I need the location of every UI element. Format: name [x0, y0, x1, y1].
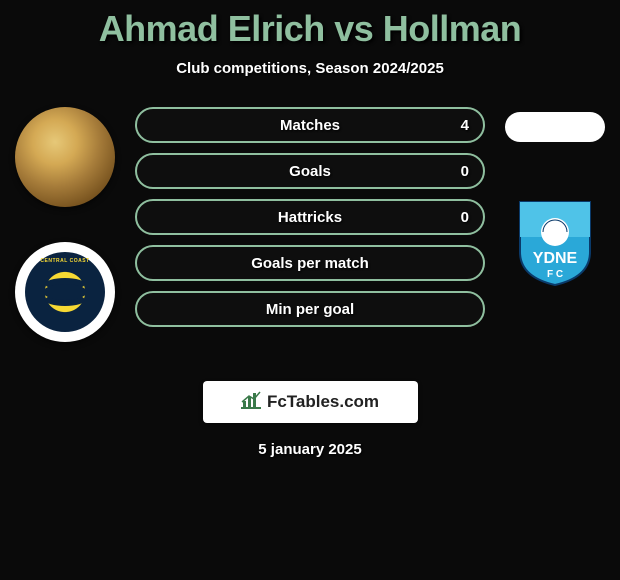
stat-label: Min per goal	[266, 301, 354, 318]
stat-row-goals: Goals 0	[135, 153, 485, 189]
mariners-badge-icon: CENTRAL COAST	[25, 252, 105, 332]
player-left-avatar	[15, 107, 115, 207]
date-text: 5 january 2025	[0, 441, 620, 458]
mariners-badge-text: CENTRAL COAST	[40, 258, 89, 264]
stat-right-value: 0	[461, 209, 469, 226]
sydney-fc-badge-icon: YDNE F C	[515, 197, 595, 287]
player-left-team-badge: CENTRAL COAST	[15, 242, 115, 342]
chart-icon	[241, 391, 261, 414]
stat-right-value: 0	[461, 163, 469, 180]
stat-label: Matches	[280, 117, 340, 134]
player-right-team-badge: YDNE F C	[505, 192, 605, 292]
stat-row-min-per-goal: Min per goal	[135, 291, 485, 327]
watermark-text: FcTables.com	[267, 392, 379, 412]
comparison-content: CENTRAL COAST YDNE F C Matches	[0, 107, 620, 367]
stat-row-matches: Matches 4	[135, 107, 485, 143]
stat-label: Goals	[289, 163, 331, 180]
watermark: FcTables.com	[203, 381, 418, 423]
stat-label: Hattricks	[278, 209, 342, 226]
svg-text:F C: F C	[547, 269, 563, 280]
player-left-column: CENTRAL COAST	[10, 107, 120, 342]
stat-label: Goals per match	[251, 255, 369, 272]
stat-row-goals-per-match: Goals per match	[135, 245, 485, 281]
player-right-column: YDNE F C	[500, 107, 610, 292]
player-right-avatar	[505, 112, 605, 142]
stat-right-value: 4	[461, 117, 469, 134]
subtitle: Club competitions, Season 2024/2025	[0, 60, 620, 77]
stat-row-hattricks: Hattricks 0	[135, 199, 485, 235]
page-title: Ahmad Elrich vs Hollman	[0, 0, 620, 50]
stat-rows: Matches 4 Goals 0 Hattricks 0 Goals per …	[135, 107, 485, 327]
svg-text:YDNE: YDNE	[533, 250, 578, 267]
